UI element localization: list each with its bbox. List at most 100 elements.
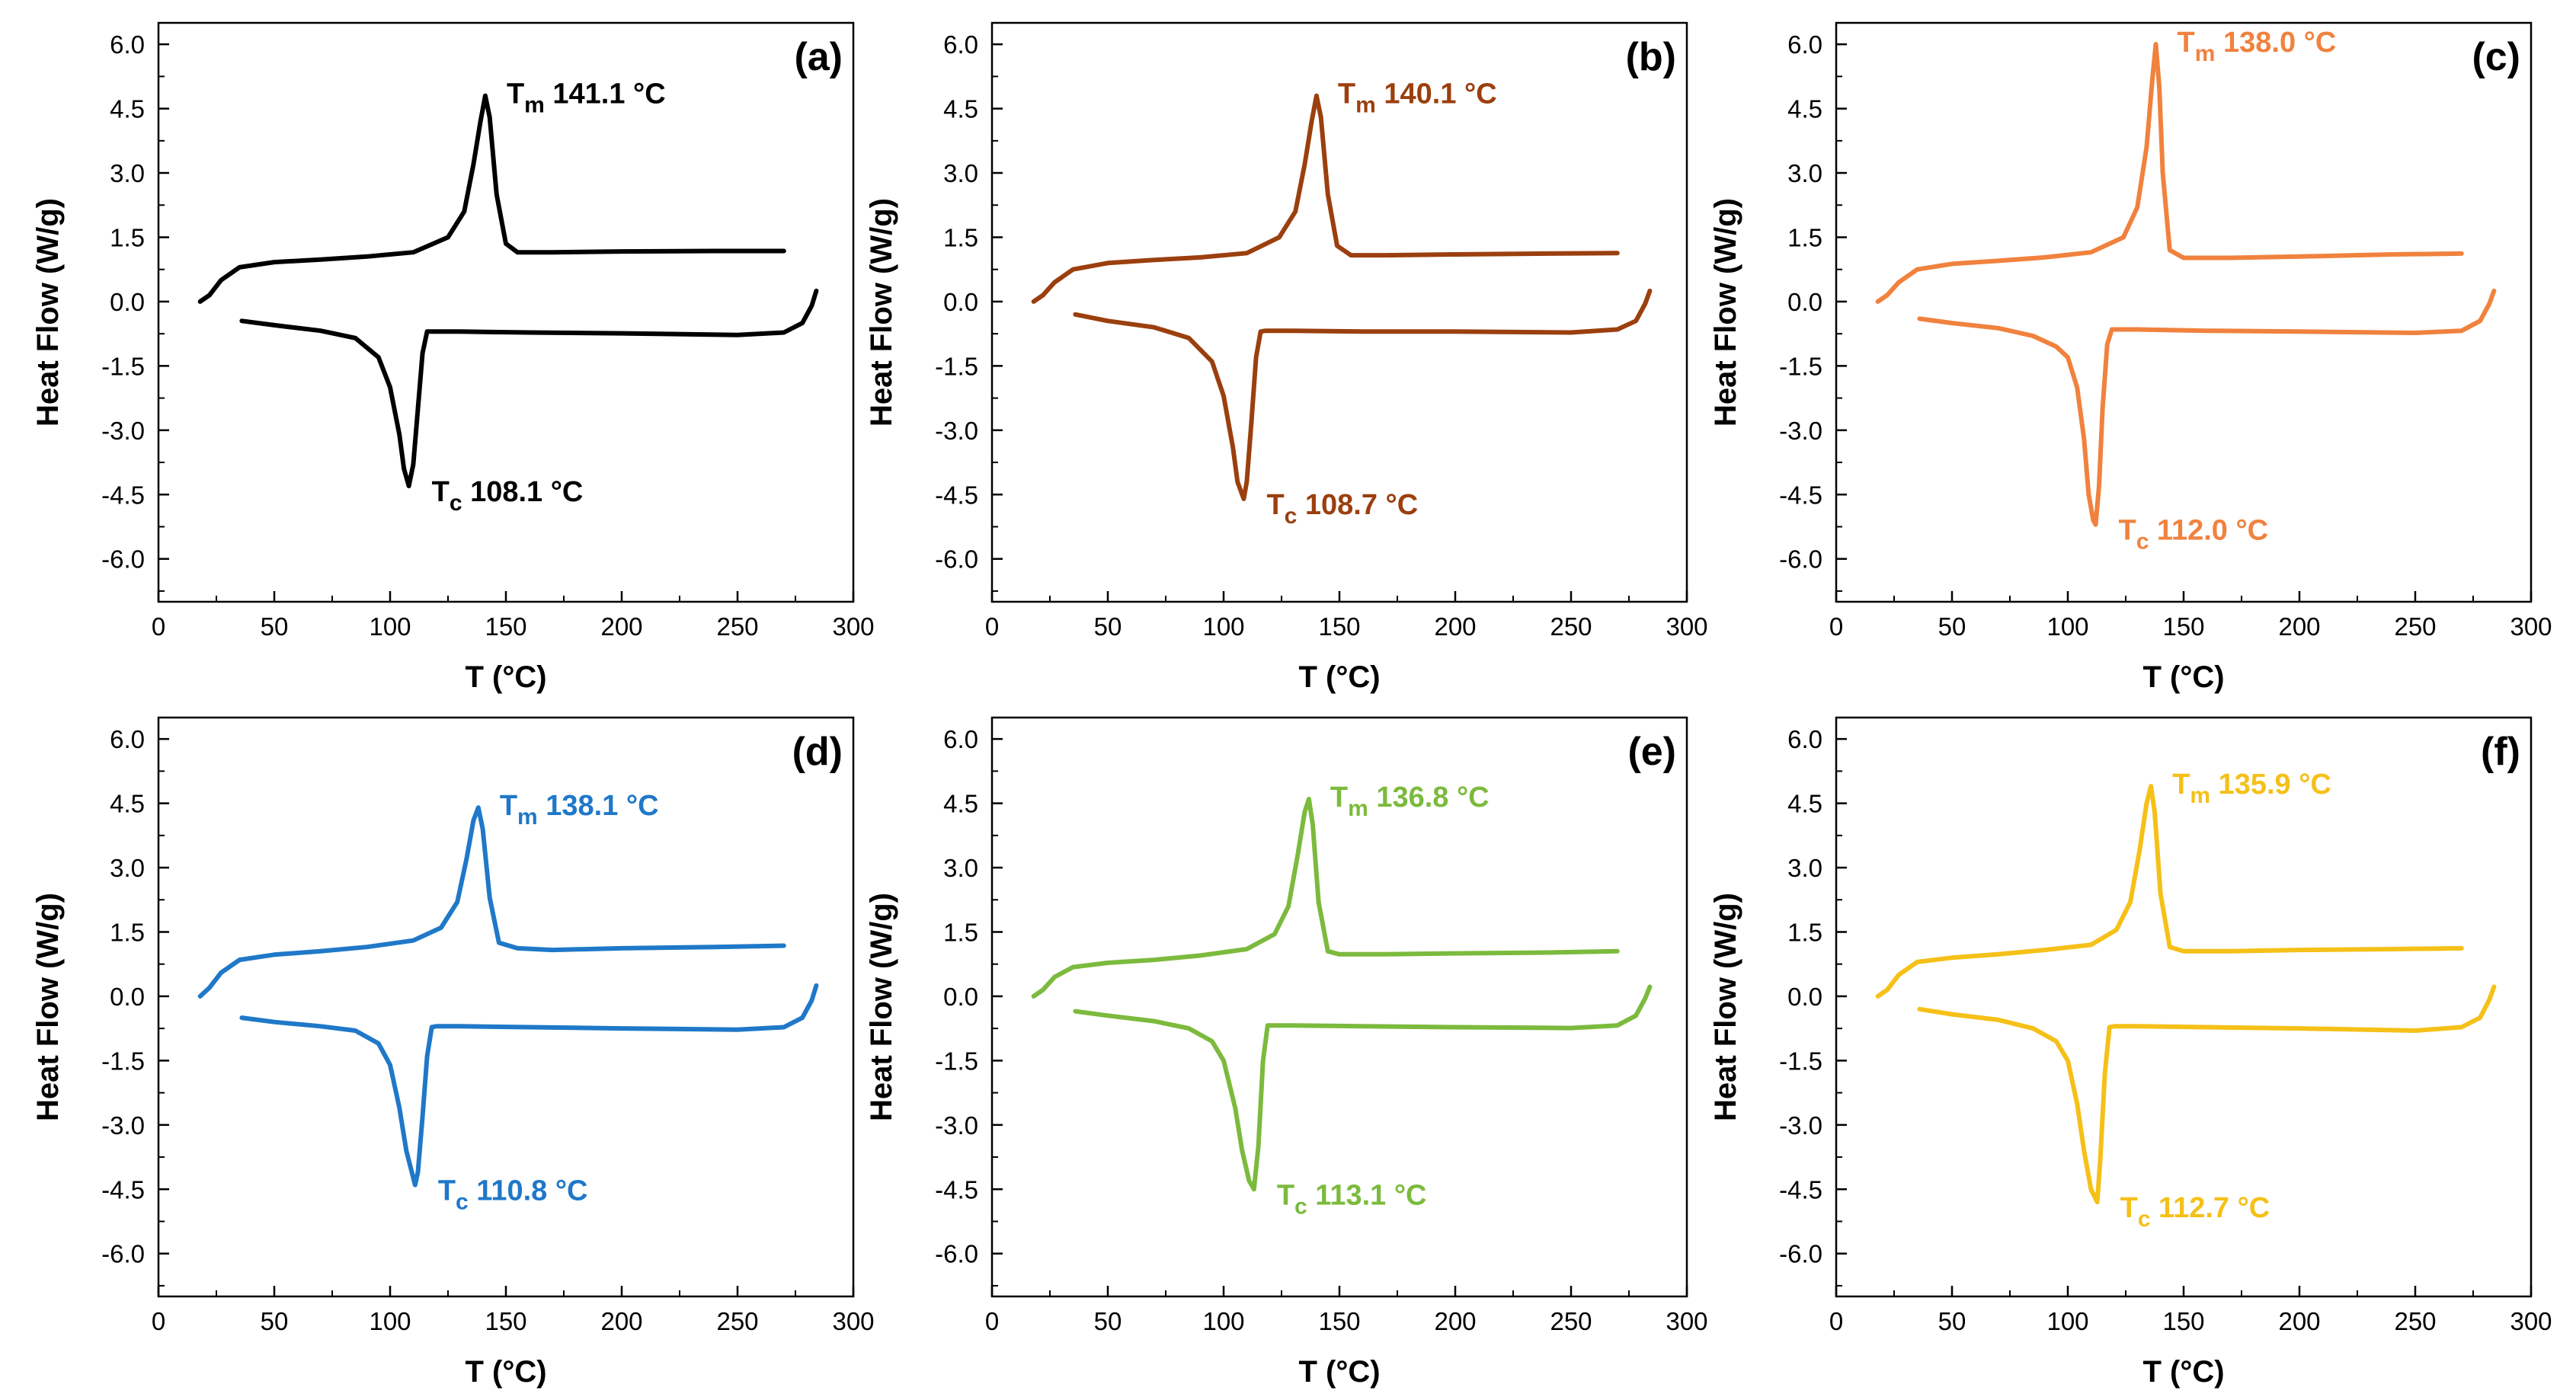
x-tick-label: 300 (2510, 612, 2552, 641)
y-tick-label: -6.0 (101, 545, 145, 574)
y-tick-label: 1.5 (110, 223, 145, 251)
y-tick-label: 4.5 (110, 790, 145, 818)
x-tick-label: 250 (716, 1307, 758, 1335)
x-tick-label: 200 (1434, 1307, 1476, 1335)
x-tick-label: 50 (1094, 612, 1122, 641)
y-tick-label: -3.0 (101, 1111, 145, 1140)
y-tick-label: 3.0 (1787, 854, 1822, 882)
x-tick-label: 150 (2162, 1307, 2204, 1335)
series-line-heating (197, 93, 786, 304)
x-tick-label: 0 (1829, 1307, 1843, 1335)
y-tick-label: 6.0 (110, 725, 145, 753)
panel-label: (a) (794, 35, 843, 79)
y-tick-label: 6.0 (1787, 30, 1822, 59)
y-tick-label: -1.5 (101, 352, 145, 380)
x-tick-label: 250 (1550, 612, 1592, 641)
series-line-cooling (1073, 984, 1653, 1192)
y-tick-label: -3.0 (935, 417, 978, 445)
y-tick-label: -1.5 (1779, 352, 1822, 380)
y-tick-label: -4.5 (1779, 1175, 1822, 1204)
chart-panel-4: 0 50 100 150 200 250 300 6.0 4.5 3.0 1.5 0.0 -1.5 -3.… (31, 716, 875, 1389)
series-line-cooling (1073, 288, 1653, 501)
tm-annotation: Tm 140.1 °C (1338, 78, 1497, 118)
y-axis-title: Heat Flow (W/g) (1709, 893, 1742, 1121)
series-line-cooling (1917, 984, 2497, 1205)
tm-annotation: Tm 135.9 °C (2172, 769, 2331, 808)
y-tick-label: 1.5 (110, 918, 145, 946)
y-tick-label: -4.5 (101, 481, 145, 509)
y-tick-label: -6.0 (1779, 545, 1822, 574)
y-tick-label: 3.0 (110, 854, 145, 882)
y-tick-label: 1.5 (943, 918, 978, 946)
panel-label: (c) (2472, 35, 2520, 79)
x-tick-label: 50 (1938, 1307, 1966, 1335)
x-tick-label: 200 (600, 1307, 642, 1335)
y-tick-label: -6.0 (935, 545, 978, 574)
y-tick-label: 0.0 (1787, 983, 1822, 1011)
y-axis-title: Heat Flow (W/g) (865, 198, 898, 427)
x-axis-title: T (°C) (465, 1355, 546, 1389)
panel-label: (f) (2481, 730, 2520, 774)
x-tick-label: 100 (1202, 1307, 1244, 1335)
y-tick-label: 4.5 (943, 790, 978, 818)
series-line-heating (1031, 797, 1620, 999)
series-line-cooling (239, 983, 819, 1188)
x-tick-label: 150 (1318, 1307, 1360, 1335)
tm-annotation: Tm 136.8 °C (1330, 782, 1490, 821)
chart-panel-3: 0 50 100 150 200 250 300 6.0 4.5 3.0 1.5 0.0 -1.5 -3.… (1709, 21, 2552, 694)
x-tick-label: 150 (485, 1307, 526, 1335)
x-tick-label: 250 (716, 612, 758, 641)
x-tick-label: 300 (1666, 612, 1707, 641)
panel-label: (e) (1627, 730, 1676, 774)
y-axis-title: Heat Flow (W/g) (865, 893, 898, 1121)
y-tick-label: -6.0 (101, 1240, 145, 1268)
y-tick-label: 6.0 (1787, 725, 1822, 753)
x-tick-label: 0 (985, 1307, 999, 1335)
x-tick-label: 0 (152, 612, 165, 641)
x-tick-label: 0 (1829, 612, 1843, 641)
y-tick-label: 1.5 (1787, 223, 1822, 251)
y-tick-label: -6.0 (1779, 1240, 1822, 1268)
x-tick-label: 200 (1434, 612, 1476, 641)
y-axis-title: Heat Flow (W/g) (1709, 198, 1742, 427)
y-tick-label: -3.0 (1779, 417, 1822, 445)
tc-annotation: Tc 108.1 °C (432, 476, 584, 516)
x-axis-title: T (°C) (1298, 1355, 1380, 1389)
y-tick-label: 4.5 (1787, 790, 1822, 818)
series-line-heating (197, 805, 786, 999)
x-axis-title: T (°C) (1298, 660, 1380, 694)
tc-annotation: Tc 110.8 °C (438, 1175, 588, 1215)
y-tick-label: 1.5 (1787, 918, 1822, 946)
x-tick-label: 300 (832, 1307, 874, 1335)
x-tick-label: 150 (2162, 612, 2204, 641)
x-axis-title: T (°C) (2142, 1355, 2224, 1389)
y-tick-label: 3.0 (943, 159, 978, 187)
y-tick-label: 3.0 (943, 854, 978, 882)
tc-annotation: Tc 113.1 °C (1277, 1179, 1427, 1219)
x-tick-label: 200 (2278, 612, 2320, 641)
x-tick-label: 150 (485, 612, 526, 641)
tc-annotation: Tc 112.7 °C (2120, 1192, 2270, 1232)
x-tick-label: 100 (369, 1307, 411, 1335)
series-line-heating (1875, 42, 2464, 304)
y-tick-label: 0.0 (110, 983, 145, 1011)
y-tick-label: -1.5 (935, 352, 978, 380)
x-tick-label: 100 (2046, 612, 2088, 641)
y-tick-label: 6.0 (943, 725, 978, 753)
tc-annotation: Tc 112.0 °C (2118, 515, 2268, 555)
x-tick-label: 300 (832, 612, 874, 641)
chart-panel-1: 0 50 100 150 200 250 300 6.0 4.5 3.0 1.5 0.0 -1.5 -3.… (31, 21, 875, 694)
x-tick-label: 300 (2510, 1307, 2552, 1335)
series-line-cooling (239, 288, 819, 488)
x-tick-label: 50 (1938, 612, 1966, 641)
y-tick-label: 6.0 (943, 30, 978, 59)
tc-annotation: Tc 108.7 °C (1266, 489, 1418, 529)
series-line-heating (1031, 93, 1620, 304)
series-line-cooling (1917, 288, 2497, 527)
y-tick-label: 4.5 (110, 95, 145, 123)
y-tick-label: -1.5 (935, 1047, 978, 1075)
panel-label: (b) (1626, 35, 1676, 79)
x-tick-label: 100 (1202, 612, 1244, 641)
y-tick-label: 4.5 (943, 95, 978, 123)
